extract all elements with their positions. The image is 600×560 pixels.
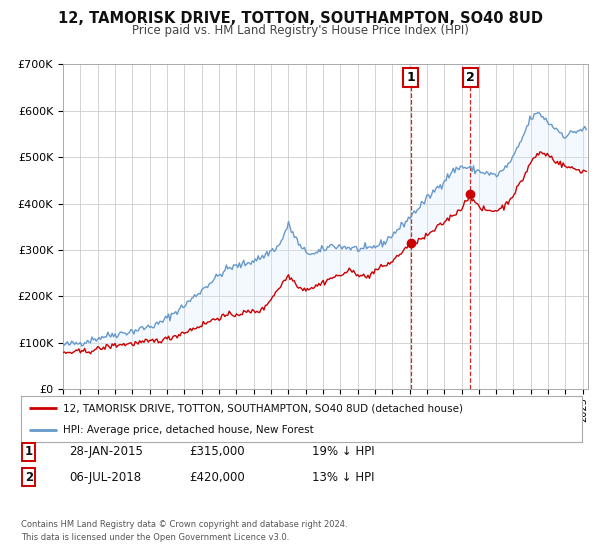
Text: 12, TAMORISK DRIVE, TOTTON, SOUTHAMPTON, SO40 8UD (detached house): 12, TAMORISK DRIVE, TOTTON, SOUTHAMPTON,… [63,403,463,413]
Text: 1: 1 [406,71,415,85]
Text: HPI: Average price, detached house, New Forest: HPI: Average price, detached house, New … [63,425,314,435]
Text: 06-JUL-2018: 06-JUL-2018 [69,470,141,484]
Text: 19% ↓ HPI: 19% ↓ HPI [312,445,374,459]
Text: 1: 1 [25,445,33,459]
Text: 13% ↓ HPI: 13% ↓ HPI [312,470,374,484]
Text: 2: 2 [25,470,33,484]
Text: £420,000: £420,000 [189,470,245,484]
Text: This data is licensed under the Open Government Licence v3.0.: This data is licensed under the Open Gov… [21,533,289,542]
Text: Contains HM Land Registry data © Crown copyright and database right 2024.: Contains HM Land Registry data © Crown c… [21,520,347,529]
Text: 12, TAMORISK DRIVE, TOTTON, SOUTHAMPTON, SO40 8UD: 12, TAMORISK DRIVE, TOTTON, SOUTHAMPTON,… [58,11,542,26]
Text: Price paid vs. HM Land Registry's House Price Index (HPI): Price paid vs. HM Land Registry's House … [131,24,469,36]
Text: 2: 2 [466,71,475,85]
Text: £315,000: £315,000 [189,445,245,459]
Text: 28-JAN-2015: 28-JAN-2015 [69,445,143,459]
